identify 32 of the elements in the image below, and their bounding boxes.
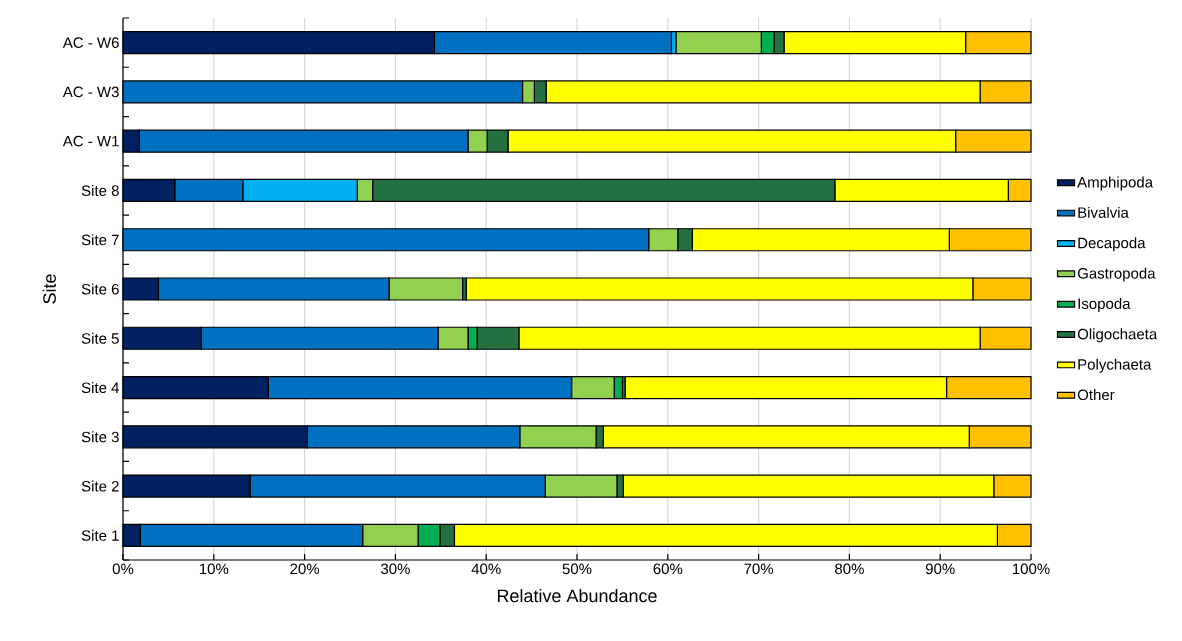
x-tick-label: 100% xyxy=(1012,563,1050,575)
x-tick-label: 30% xyxy=(380,563,410,575)
x-tick-label: 40% xyxy=(471,563,501,575)
y-tick-label: Site 8 xyxy=(81,184,119,196)
legend-label: Bivalvia xyxy=(1078,206,1129,218)
x-tick-label: 20% xyxy=(290,563,320,575)
x-tick-label: 80% xyxy=(835,563,864,575)
x-tick-label: 60% xyxy=(653,563,683,575)
y-tick-label: AC - W6 xyxy=(62,37,119,48)
y-tick-label: Site 6 xyxy=(81,283,119,295)
legend-label: Oligochaeta xyxy=(1077,328,1158,343)
y-tick-label: AC - W3 xyxy=(62,86,119,98)
y-axis-title: Site xyxy=(42,274,56,304)
y-tick-label: AC - W1 xyxy=(62,135,119,147)
legend-label: Decapoda xyxy=(1078,237,1146,252)
y-tick-label: Site 2 xyxy=(81,480,119,492)
x-tick-label: 10% xyxy=(199,563,229,575)
x-axis-title: Relative Abundance xyxy=(497,589,657,603)
legend-label: Polychaeta xyxy=(1078,358,1152,373)
legend-label: Other xyxy=(1077,389,1115,401)
y-tick-label: Site 4 xyxy=(81,382,120,394)
y-tick-label: Site 1 xyxy=(81,529,119,541)
y-tick-label: Site 7 xyxy=(81,234,119,246)
legend-label: Isopoda xyxy=(1078,298,1131,312)
x-tick-label: 0% xyxy=(112,563,134,575)
legend-label: Gastropoda xyxy=(1077,267,1156,282)
y-tick-label: Site 3 xyxy=(81,431,119,443)
x-tick-label: 70% xyxy=(744,563,774,575)
x-tick-label: 50% xyxy=(562,563,592,575)
y-tick-label: Site 5 xyxy=(81,332,119,344)
legend-label: Amphipoda xyxy=(1077,176,1154,191)
x-tick-label: 90% xyxy=(925,563,955,575)
